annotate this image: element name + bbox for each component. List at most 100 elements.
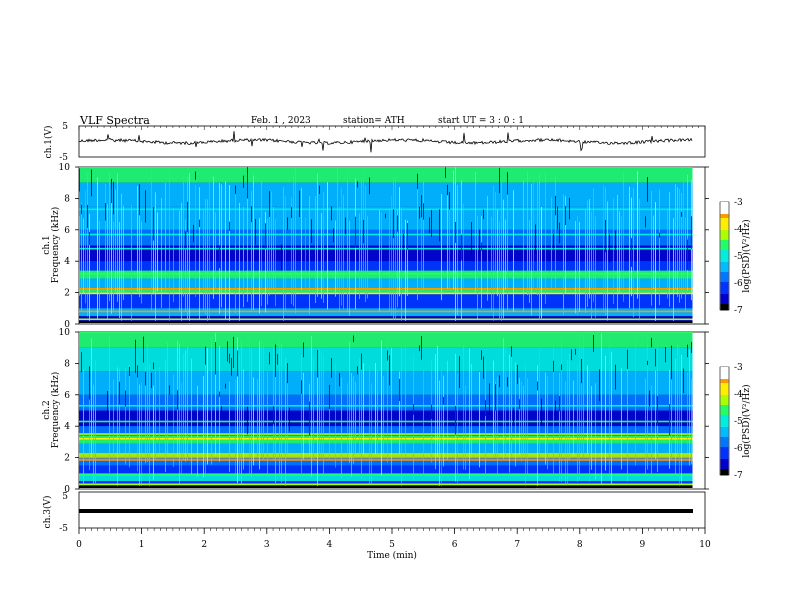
colorbar-segment — [720, 222, 729, 225]
spectrogram-sferic — [147, 337, 148, 463]
spectrogram-gap — [129, 366, 130, 377]
colorbar-segment — [720, 429, 729, 432]
spectrogram-tone-line — [79, 233, 693, 236]
spectrogram-sferic — [573, 380, 574, 457]
colorbar-segment — [720, 292, 729, 295]
ch3-ytick-bottom: -5 — [59, 524, 68, 534]
spectrogram-band — [79, 371, 693, 395]
spectrogram-gap — [581, 358, 582, 384]
colorbar-segment — [720, 280, 729, 283]
spectrogram-sferic — [441, 194, 442, 301]
colorbar-segment — [720, 393, 729, 396]
spectrogram-sferic — [495, 381, 496, 458]
spectrogram-sferic — [375, 363, 376, 454]
spectrogram-gap — [439, 209, 440, 242]
spectrogram-gap — [229, 353, 230, 364]
spectrogram-gap — [511, 346, 512, 357]
spectrogram-sferic — [179, 343, 180, 484]
spectrogram-gap — [483, 356, 484, 379]
spectrogram-sferic — [447, 195, 448, 289]
spectrogram-sferic — [651, 190, 652, 306]
spectrogram-sferic — [525, 362, 526, 488]
spectrogram-sferic — [667, 210, 668, 299]
spectrogram-sferic — [681, 354, 682, 485]
ch2-colorbar-label: log(PSD)(V²/Hz) — [741, 384, 752, 457]
spectrogram-sferic — [353, 375, 354, 464]
colorbar-segment — [720, 409, 729, 412]
spectrogram-gap — [235, 185, 236, 195]
spectrogram-gap — [289, 407, 290, 432]
colorbar-segment — [720, 415, 729, 418]
spectrogram-sferic — [387, 339, 388, 463]
spectrogram-sferic — [287, 369, 288, 455]
spectrogram-gap — [449, 192, 450, 210]
spectrogram-gap — [385, 213, 386, 219]
spectrogram-gap — [691, 216, 692, 249]
spectrogram-sferic — [359, 358, 360, 455]
spectrogram-gap — [185, 231, 186, 249]
spectrogram-tone-line — [79, 404, 693, 407]
spectrogram-tone-line — [79, 474, 693, 476]
colorbar-segment — [720, 300, 729, 303]
spectrogram-sferic — [447, 360, 448, 460]
colorbar-segment — [720, 367, 729, 370]
time-tick-label: 8 — [577, 540, 583, 550]
spectrogram-sferic — [605, 356, 606, 471]
frequency-ytick: 8 — [64, 359, 70, 369]
colorbar-segment — [720, 431, 729, 434]
time-axis: 0 1 2 3 4 5 6 7 8 9 10 — [76, 126, 711, 550]
spectrogram-sferic — [423, 181, 424, 291]
spectrogram-sferic — [669, 191, 670, 307]
spectrogram-sferic — [119, 368, 120, 454]
colorbar-segment — [720, 385, 729, 388]
spectrogram-sferic — [141, 221, 142, 304]
spectrogram-sferic — [399, 187, 400, 297]
spectrogram-sferic — [463, 203, 464, 288]
spectrogram-sferic — [601, 333, 602, 484]
spectrogram-sferic — [593, 188, 594, 303]
colorbar-segment — [720, 473, 729, 476]
spectrogram-gap — [687, 344, 688, 358]
spectrogram-gap — [353, 335, 354, 343]
spectrogram-sferic — [377, 370, 378, 454]
spectrogram-gap — [319, 185, 320, 194]
spectrogram-sferic — [157, 212, 158, 292]
spectrogram-sferic — [113, 379, 114, 460]
spectrogram-sferic — [347, 383, 348, 458]
spectrogram-sferic — [185, 219, 186, 312]
spectrogram-band — [79, 261, 693, 271]
spectrogram-gap — [143, 336, 144, 363]
spectrogram-sferic — [235, 379, 236, 478]
frequency-ytick: 0 — [64, 485, 70, 495]
spectrogram-sferic — [191, 358, 192, 475]
frequency-ytick: 8 — [64, 194, 70, 204]
spectrogram-sferic — [579, 341, 580, 481]
spectrogram-gap — [119, 381, 120, 405]
spectrogram-sferic — [155, 192, 156, 322]
spectrogram-band — [79, 278, 693, 288]
spectrogram-sferic — [205, 356, 206, 478]
spectrogram-gap — [569, 197, 570, 220]
spectrogram-sferic — [581, 346, 582, 454]
spectrogram-sferic — [439, 380, 440, 487]
spectrogram-gap — [423, 203, 424, 220]
spectrogram-gap — [445, 167, 446, 178]
spectrogram-sferic — [335, 220, 336, 297]
spectrogram-sferic — [249, 336, 250, 477]
spectrogram-sferic — [181, 202, 182, 322]
spectrogram-sferic — [497, 377, 498, 476]
spectrogram-sferic — [273, 206, 274, 291]
spectrogram-gap — [331, 206, 332, 221]
ch2-channel-label: ch.2 — [42, 400, 52, 419]
spectrogram-gap — [499, 375, 500, 388]
spectrogram-sferic — [115, 189, 116, 292]
spectrogram-sferic — [349, 341, 350, 463]
time-tick-label: 1 — [139, 540, 145, 550]
spectrogram-sferic — [391, 195, 392, 316]
spectrogram-gap — [657, 396, 658, 426]
spectrogram-sferic — [91, 338, 92, 458]
spectrogram-sferic — [383, 376, 384, 454]
spectrogram-sferic — [355, 381, 356, 455]
spectrogram-gap — [417, 173, 418, 190]
